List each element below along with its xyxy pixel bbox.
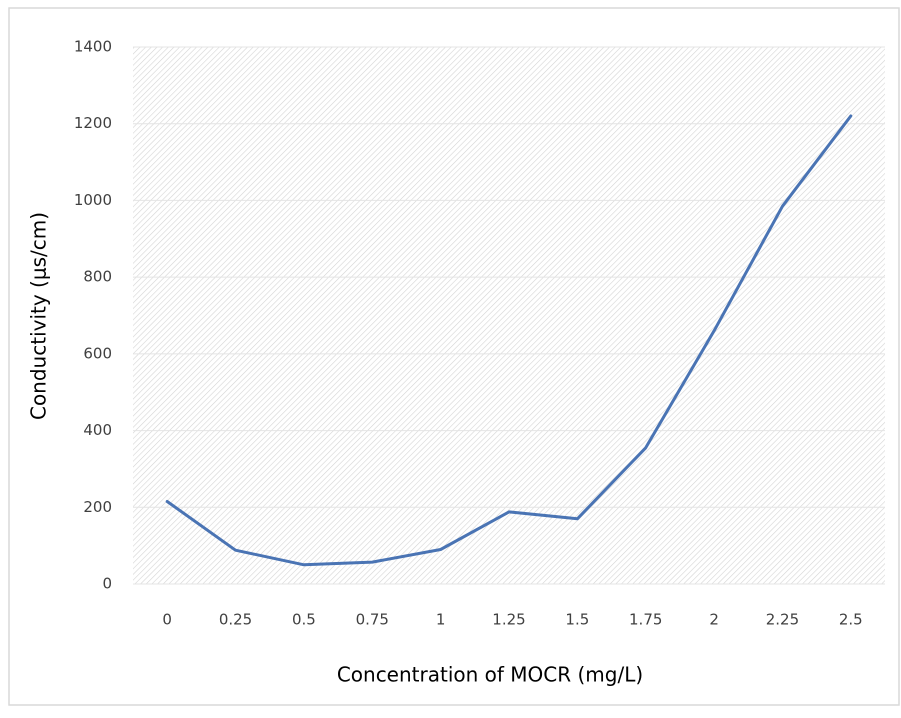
y-tick-label: 0 xyxy=(102,575,112,593)
y-tick-label: 1000 xyxy=(74,191,112,209)
y-tick-label: 200 xyxy=(83,498,112,516)
y-tick-label: 600 xyxy=(83,344,112,362)
x-tick-label: 0.75 xyxy=(356,611,389,629)
x-tick-label: 1.25 xyxy=(492,611,525,629)
y-tick-label: 1400 xyxy=(74,38,112,56)
x-tick-label: 2 xyxy=(709,611,719,629)
line xyxy=(165,114,853,567)
x-tick-label: 2.5 xyxy=(839,611,863,629)
plot-area xyxy=(133,47,885,584)
y-tick-label: 400 xyxy=(83,421,112,439)
x-tick-label: 2.25 xyxy=(766,611,799,629)
y-tick-label: 1200 xyxy=(74,114,112,132)
x-tick-label: 0.5 xyxy=(292,611,316,629)
x-tick-label: 1 xyxy=(436,611,446,629)
x-axis-title: Concentration of MOCR (mg/L) xyxy=(337,663,643,687)
y-axis-title: Conductivity (μs/cm) xyxy=(27,212,51,420)
x-tick-label: 0.25 xyxy=(219,611,252,629)
x-tick-label: 0 xyxy=(162,611,172,629)
x-tick-label: 1.5 xyxy=(565,611,589,629)
frame xyxy=(8,7,900,706)
x-tick-label: 1.75 xyxy=(629,611,662,629)
y-tick-label: 800 xyxy=(83,268,112,286)
